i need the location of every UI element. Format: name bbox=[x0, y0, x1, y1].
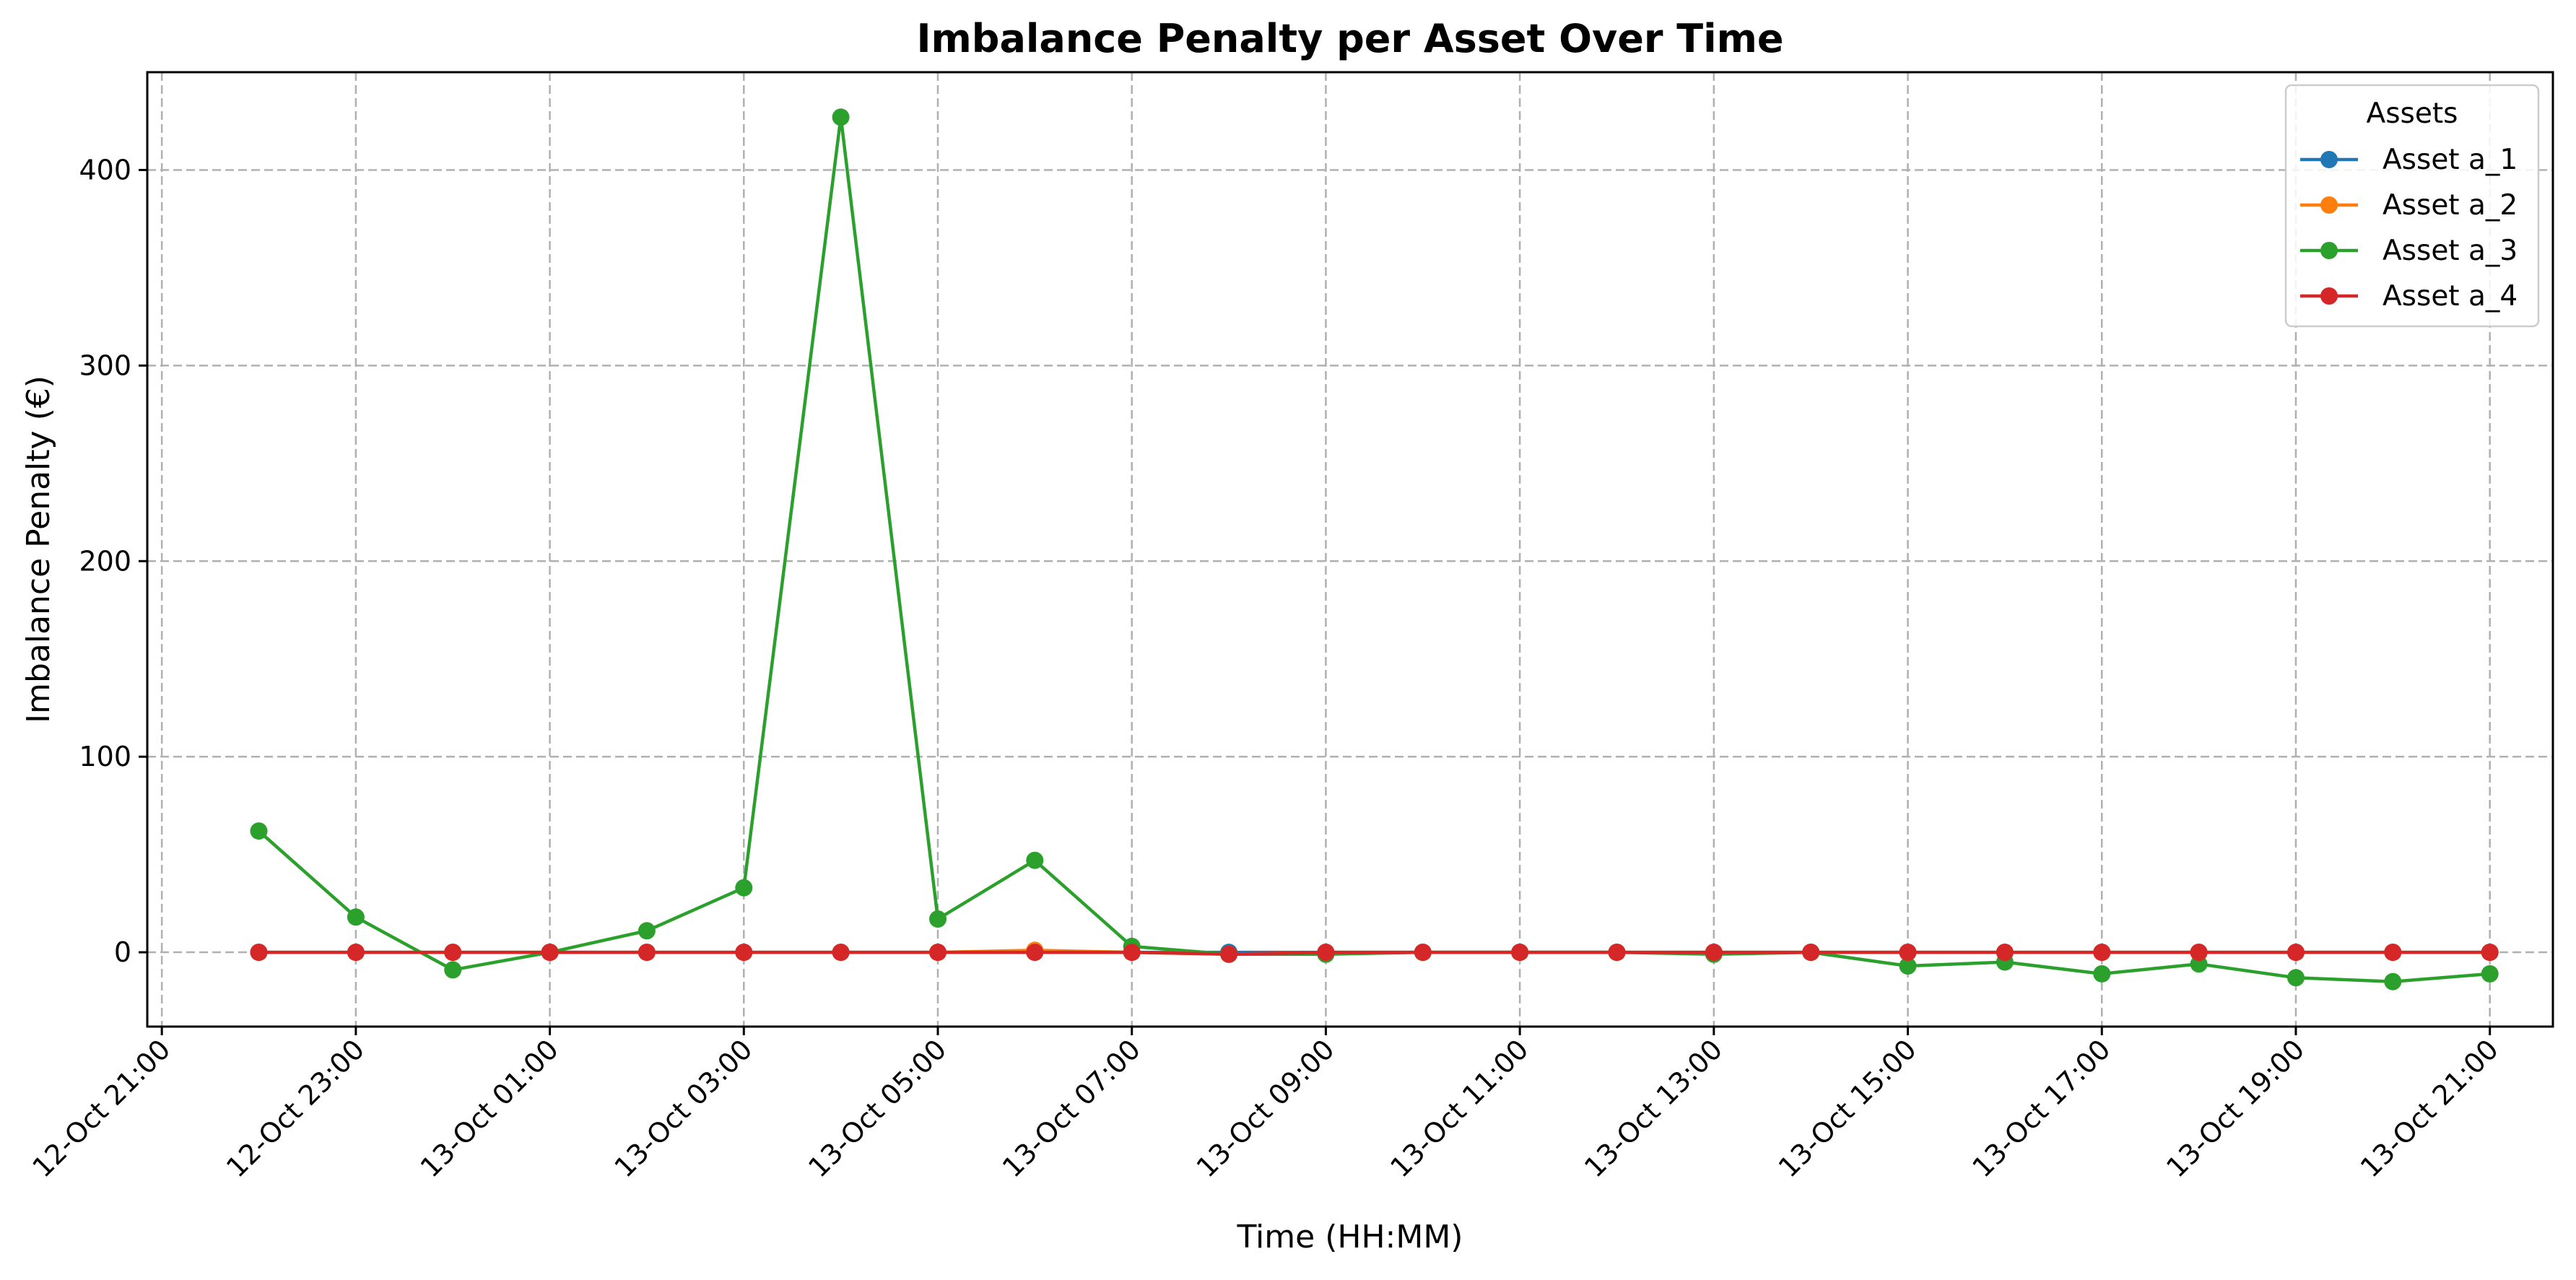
data-point bbox=[444, 961, 462, 979]
legend-label: Asset a_1 bbox=[2383, 144, 2518, 176]
legend-label: Asset a_4 bbox=[2383, 280, 2518, 313]
data-point bbox=[2190, 944, 2208, 962]
data-point bbox=[1026, 944, 1044, 962]
legend-label: Asset a_3 bbox=[2383, 235, 2518, 267]
data-point bbox=[1705, 944, 1723, 962]
data-point bbox=[2287, 944, 2305, 962]
data-point bbox=[1317, 944, 1335, 962]
series-line bbox=[258, 950, 2490, 957]
y-axis-label: Imbalance Penalty (€) bbox=[20, 375, 57, 723]
data-point bbox=[929, 910, 947, 928]
y-tick-label: 300 bbox=[79, 349, 131, 381]
chart-title: Imbalance Penalty per Asset Over Time bbox=[916, 16, 1783, 61]
data-point bbox=[2093, 944, 2111, 962]
data-point bbox=[1802, 944, 1820, 962]
data-point bbox=[1414, 944, 1432, 962]
data-point bbox=[1220, 945, 1238, 963]
plot-frame bbox=[146, 71, 2554, 1028]
data-point bbox=[347, 908, 365, 926]
data-point bbox=[250, 822, 268, 840]
data-point bbox=[541, 944, 559, 962]
data-point bbox=[735, 944, 753, 962]
data-point bbox=[735, 879, 753, 897]
data-point bbox=[2384, 972, 2402, 991]
data-point bbox=[250, 944, 268, 962]
y-tick-label: 0 bbox=[114, 936, 131, 968]
data-point bbox=[1899, 957, 1917, 975]
legend-items: Asset a_1 Asset a_2 Asset a_3 Asset a_4 bbox=[2300, 144, 2518, 313]
legend-marker bbox=[2320, 287, 2338, 305]
data-point bbox=[2384, 944, 2402, 962]
series-asset-a-4 bbox=[250, 944, 2499, 963]
data-point bbox=[832, 108, 850, 126]
x-axis-label: Time (HH:MM) bbox=[1237, 1219, 1463, 1255]
legend-marker bbox=[2320, 242, 2338, 259]
legend-marker bbox=[2320, 196, 2338, 214]
y-tick-label: 100 bbox=[79, 741, 131, 772]
y-tick-label: 200 bbox=[79, 545, 131, 577]
data-point bbox=[638, 944, 656, 962]
y-tick-label: 400 bbox=[79, 154, 131, 186]
data-point bbox=[1899, 944, 1917, 962]
legend-label: Asset a_2 bbox=[2383, 189, 2518, 222]
legend-marker bbox=[2320, 151, 2338, 168]
legend-title: Assets bbox=[2367, 97, 2458, 130]
data-point bbox=[638, 922, 656, 940]
data-point bbox=[1123, 944, 1141, 962]
data-point bbox=[1608, 944, 1626, 962]
series-layer bbox=[250, 108, 2499, 991]
data-point bbox=[1026, 851, 1044, 869]
data-point bbox=[1996, 944, 2014, 962]
legend-box bbox=[2284, 84, 2540, 328]
data-point bbox=[2481, 965, 2499, 983]
data-point bbox=[2481, 944, 2499, 962]
data-point bbox=[2287, 969, 2305, 987]
data-point bbox=[2093, 965, 2111, 983]
data-point bbox=[444, 944, 462, 962]
data-point bbox=[347, 944, 365, 962]
data-point bbox=[832, 944, 850, 962]
data-point bbox=[929, 944, 947, 962]
data-point bbox=[1511, 944, 1529, 962]
